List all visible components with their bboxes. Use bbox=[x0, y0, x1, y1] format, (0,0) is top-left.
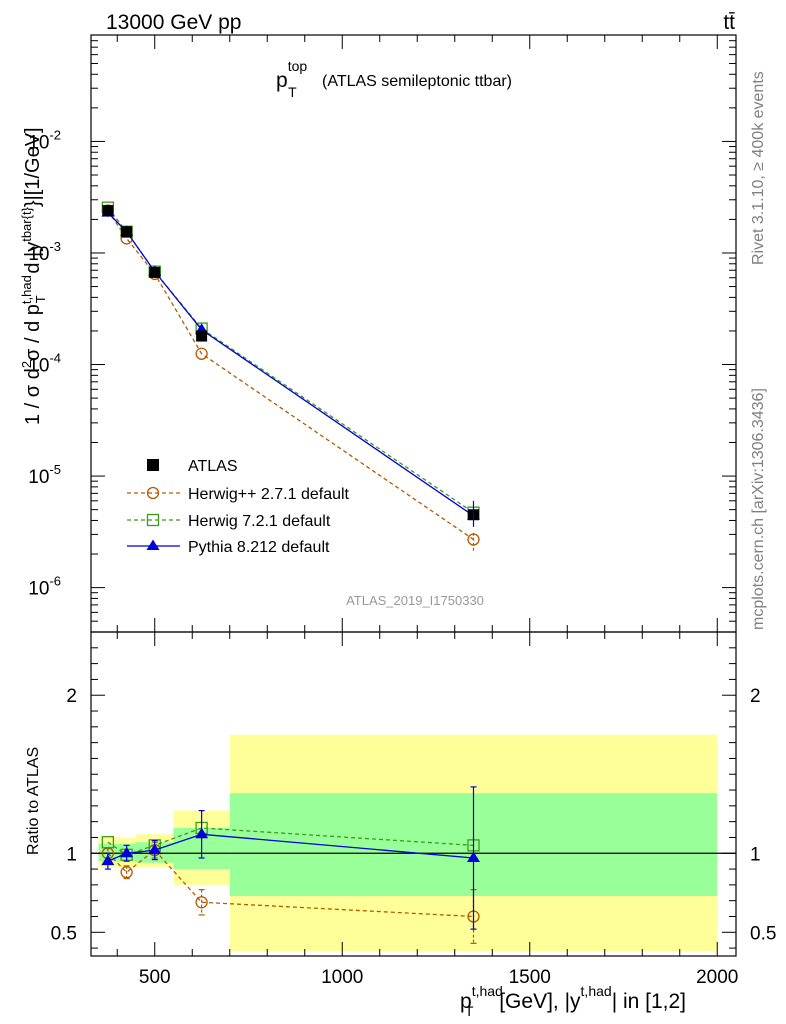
ratio-panel: 0.5 0.5 1 1 2 2 500 1000 1500 2000 Ratio to ATLAS… bbox=[25, 631, 776, 1019]
ratio-ytick-label-right: 1 bbox=[750, 844, 761, 865]
ratio-line-herwigpp bbox=[107, 849, 474, 918]
title-sub: T bbox=[288, 84, 297, 100]
legend: ATLAS Herwig++ 2.7.1 default Herwig 7.2.… bbox=[127, 458, 350, 556]
ratio-ytick-label: 2 bbox=[66, 686, 77, 707]
point-data bbox=[121, 226, 133, 238]
ratio-point-pythia bbox=[120, 846, 134, 858]
main-title-rest: (ATLAS semileptonic ttbar) bbox=[322, 73, 512, 90]
rivet-label: Rivet 3.1.10, ≥ 400k events bbox=[750, 71, 767, 265]
legend-marker-pythia bbox=[146, 539, 160, 550]
main-ticks: 10-2 10-3 10-4 10-5 10-6 bbox=[28, 34, 736, 633]
ratio-point-pythia bbox=[101, 854, 115, 866]
main-title: ptop T bbox=[276, 58, 307, 100]
ratio-ylabel: Ratio to ATLAS bbox=[25, 747, 42, 855]
legend-marker-atlas bbox=[147, 459, 159, 471]
legend-label-herwig7: Herwig 7.2.1 default bbox=[188, 513, 331, 530]
energy-label: 13000 GeV pp bbox=[106, 11, 241, 34]
legend-label-pythia: Pythia 8.212 default bbox=[188, 539, 330, 556]
xaxis-label: pt,had T [GeV], |yt,had| in [1,2] bbox=[460, 983, 686, 1019]
ratio-ytick-label: 1 bbox=[66, 844, 77, 865]
main-ytick-label: 10-6 bbox=[28, 574, 61, 600]
ratio-series bbox=[101, 786, 480, 944]
ratio-point-pythia bbox=[195, 827, 209, 839]
ratio-point-pythia bbox=[148, 843, 162, 855]
main-panel: 10-2 10-3 10-4 10-5 10-6 ptop T (ATLAS semile… bbox=[19, 34, 737, 633]
ratio-point-herwigpp bbox=[120, 866, 133, 879]
ratio-bands bbox=[98, 734, 718, 952]
ratio-ytick-label: 0.5 bbox=[51, 923, 77, 944]
title-p: p bbox=[276, 69, 288, 92]
ratio-ticks: 0.5 0.5 1 1 2 2 500 1000 1500 2000 bbox=[51, 632, 776, 988]
ratio-point-herwig7 bbox=[101, 836, 115, 849]
title-sup: top bbox=[288, 58, 308, 74]
mcplots-label: mcplots.cern.ch [arXiv:1306.3436] bbox=[750, 388, 767, 630]
main-ylabel: 1 / σ d2σ / d pt,hadT d |ytbar{t}}|[1/Ge… bbox=[19, 127, 48, 425]
main-ytick-label: 10-2 bbox=[28, 127, 61, 153]
analysis-label: ATLAS_2019_I1750330 bbox=[346, 593, 484, 608]
point-herwigpp bbox=[195, 347, 208, 360]
ratio-point-herwigpp bbox=[195, 896, 208, 909]
main-ytick-label: 10-3 bbox=[28, 239, 61, 265]
ratio-ytick-label-right: 0.5 bbox=[750, 923, 776, 944]
line-herwig7 bbox=[107, 207, 474, 514]
point-data bbox=[196, 330, 208, 342]
ratio-xtick-label: 500 bbox=[139, 967, 171, 988]
ratio-xtick-label: 1500 bbox=[509, 967, 551, 988]
legend-marker-herwig7 bbox=[146, 513, 160, 527]
ratio-point-pythia bbox=[467, 851, 480, 863]
point-data bbox=[102, 205, 114, 217]
line-pythia bbox=[107, 212, 474, 517]
legend-label-atlas: ATLAS bbox=[188, 458, 238, 475]
legend-marker-herwigpp bbox=[146, 486, 160, 500]
legend-label-herwigpp: Herwig++ 2.7.1 default bbox=[188, 486, 350, 503]
main-ytick-label: 10-5 bbox=[28, 462, 61, 488]
point-data bbox=[149, 266, 161, 278]
ratio-xtick-label: 2000 bbox=[696, 967, 738, 988]
main-ytick-label: 10-4 bbox=[28, 351, 61, 377]
ratio-frame bbox=[90, 631, 737, 957]
main-series bbox=[101, 201, 480, 552]
ratio-xtick-label: 1000 bbox=[321, 967, 363, 988]
process-label: tt̄ bbox=[723, 11, 735, 34]
ratio-ytick-label-right: 2 bbox=[750, 686, 761, 707]
